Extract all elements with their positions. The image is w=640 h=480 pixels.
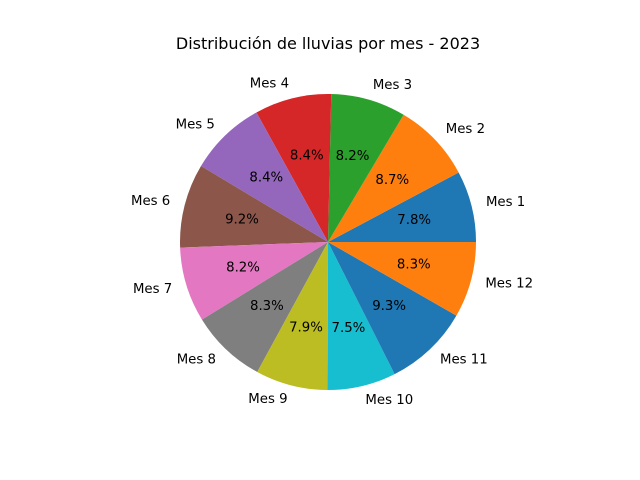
percent-label: 7.8%: [397, 213, 431, 228]
pie-slice: [328, 242, 457, 375]
category-label: Mes 6: [131, 194, 170, 209]
percent-label: 8.7%: [375, 173, 409, 188]
pie-slices: [179, 93, 476, 390]
pie-slice: [201, 112, 328, 242]
pie-slice: [328, 172, 476, 242]
percent-label: 8.4%: [249, 171, 283, 186]
percent-label: 9.2%: [225, 212, 259, 227]
pie-slice: [328, 114, 459, 242]
category-label: Mes 8: [177, 353, 216, 368]
category-label: Mes 3: [373, 78, 412, 93]
category-label: Mes 11: [440, 353, 488, 368]
percent-label: 8.3%: [250, 299, 284, 314]
category-label: Mes 9: [248, 392, 287, 407]
pie-slice: [327, 242, 395, 390]
pie-labels: 7.8% Mes 1 8.7% Mes 2 8.2% Mes 3 8.4% Mes 4 8.4%…: [131, 76, 533, 408]
pie-slice: [201, 242, 328, 372]
category-label: Mes 4: [250, 76, 289, 91]
category-label: Mes 12: [485, 276, 533, 291]
pie-slice: [328, 94, 404, 242]
category-label: Mes 5: [176, 117, 215, 132]
percent-label: 7.9%: [289, 321, 323, 336]
percent-label: 8.4%: [290, 148, 324, 163]
percent-label: 7.5%: [332, 321, 366, 336]
pie-slice: [179, 165, 328, 248]
category-label: Mes 10: [365, 393, 413, 408]
category-label: Mes 7: [133, 282, 172, 297]
chart-title: Distribución de lluvias por mes - 2023: [176, 34, 480, 53]
percent-label: 8.2%: [336, 149, 370, 164]
percent-label: 9.3%: [372, 299, 406, 314]
percent-label: 8.3%: [397, 257, 431, 272]
category-label: Mes 2: [446, 122, 485, 137]
pie-slice: [256, 93, 332, 242]
pie-slice: [257, 242, 328, 390]
category-label: Mes 1: [486, 195, 525, 210]
pie-slice: [328, 242, 476, 316]
percent-label: 8.2%: [226, 260, 260, 275]
pie-slice: [180, 242, 328, 320]
